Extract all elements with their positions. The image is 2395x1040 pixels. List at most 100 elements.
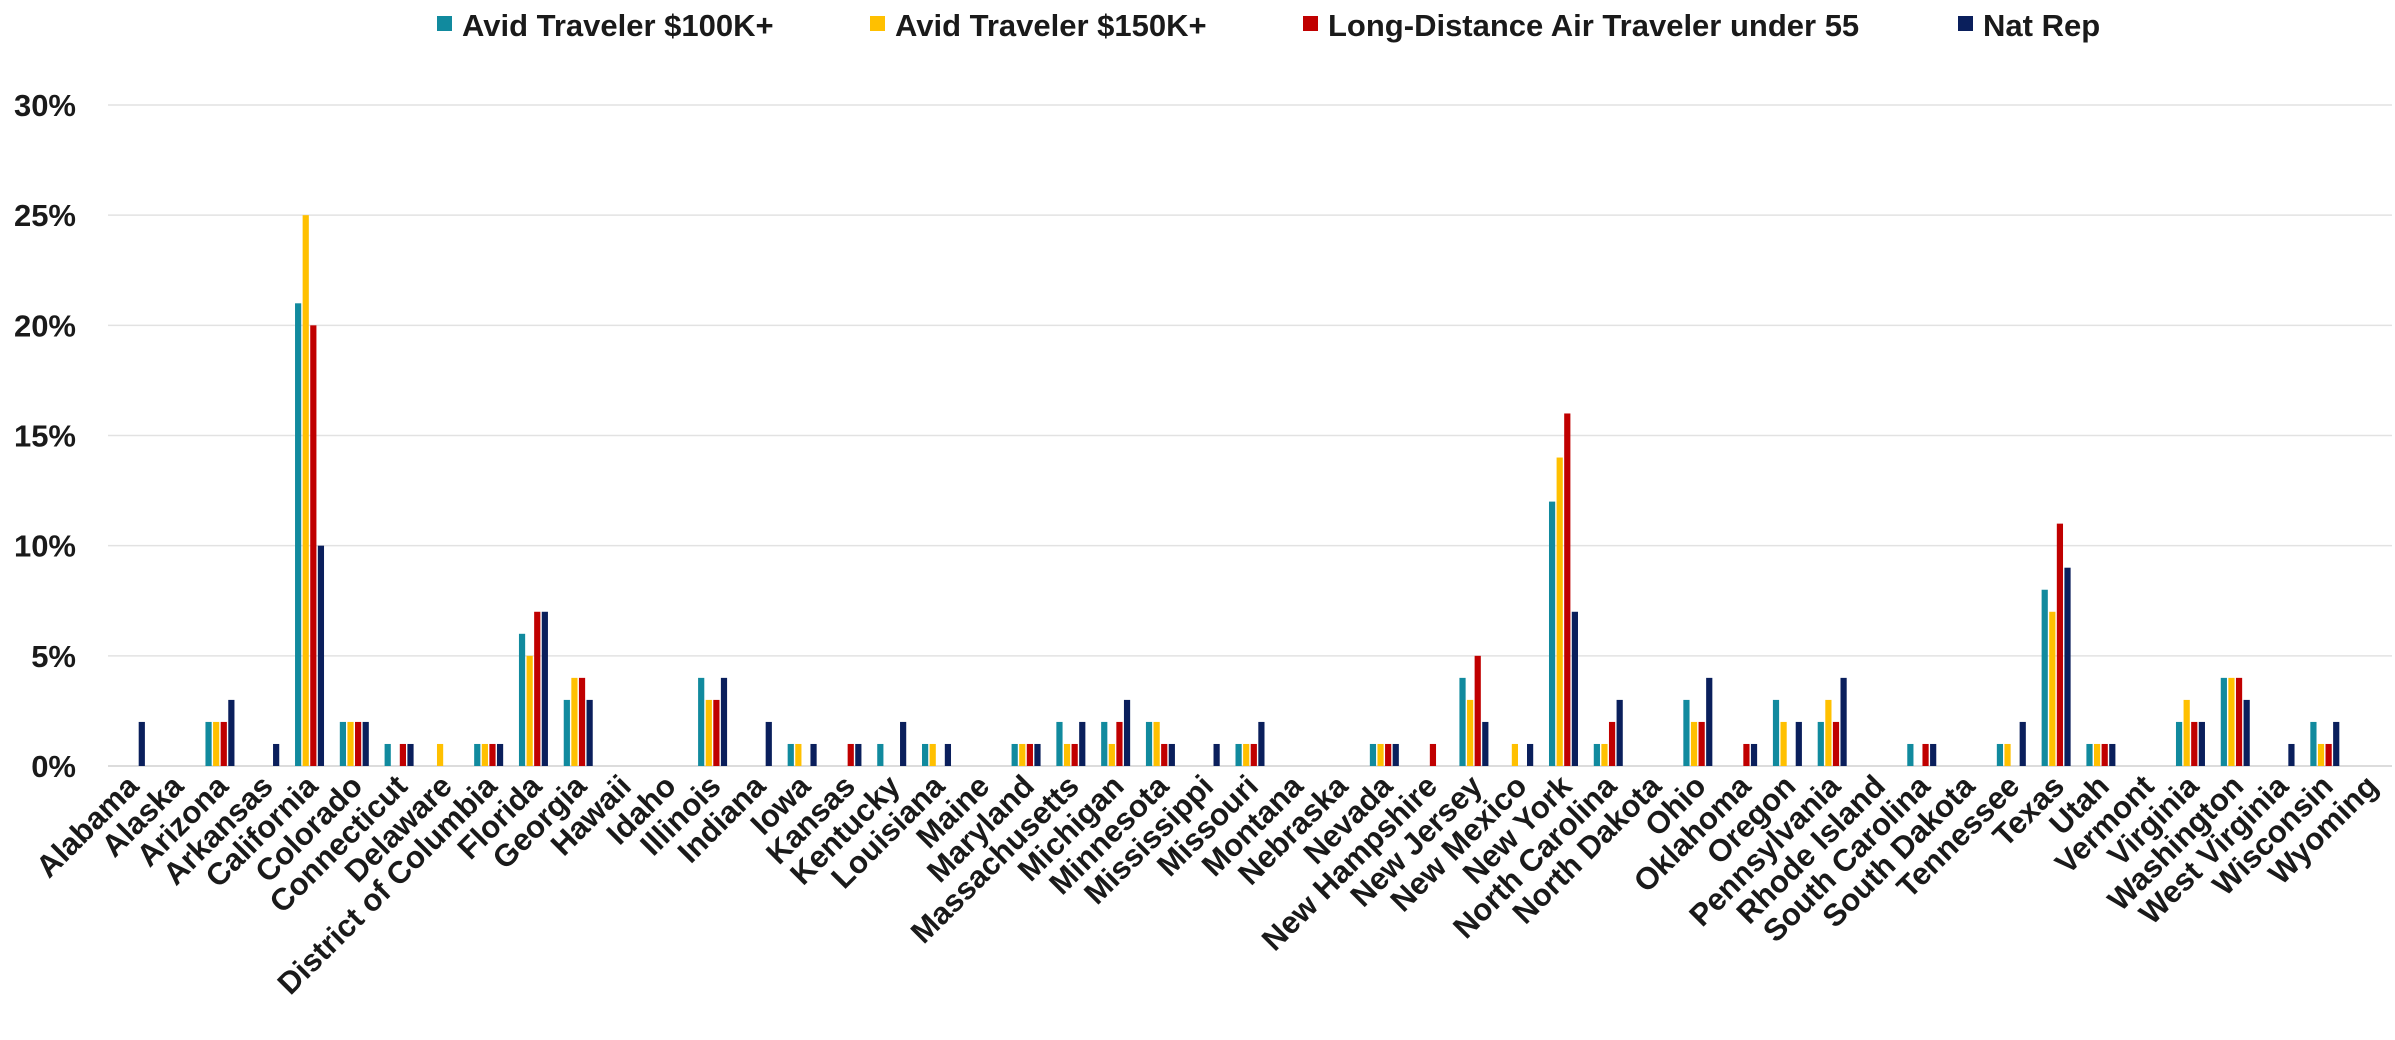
- bar-north-carolina-avid-traveler-100k: [1593, 743, 1600, 766]
- bar-kentucky-avid-traveler-100k: [877, 743, 884, 766]
- bar-new-jersey-avid-traveler-150k: [1467, 699, 1474, 766]
- bar-missouri-nat-rep: [1258, 721, 1265, 766]
- bar-north-carolina-avid-traveler-150k: [1601, 743, 1608, 766]
- bar-indiana-nat-rep: [765, 721, 772, 766]
- bar-iowa-avid-traveler-150k: [795, 743, 802, 766]
- bar-ohio-long-distance-air-traveler-under-55: [1698, 721, 1705, 766]
- bar-new-york-nat-rep: [1571, 611, 1578, 766]
- bar-nevada-long-distance-air-traveler-under-55: [1385, 743, 1392, 766]
- bar-connecticut-nat-rep: [407, 743, 414, 766]
- bar-kansas-long-distance-air-traveler-under-55: [847, 743, 854, 766]
- bar-california-nat-rep: [317, 545, 325, 766]
- series-nat-rep: [138, 545, 2340, 766]
- bar-maryland-avid-traveler-100k: [1011, 743, 1018, 766]
- legend-swatch: [870, 16, 885, 31]
- bar-colorado-avid-traveler-100k: [339, 721, 347, 766]
- bar-georgia-avid-traveler-150k: [571, 677, 578, 766]
- gridlines: [108, 104, 2392, 767]
- y-tick-label: 10%: [14, 529, 76, 564]
- bar-ohio-nat-rep: [1706, 677, 1713, 766]
- bar-new-hampshire-long-distance-air-traveler-under-55: [1429, 743, 1437, 766]
- bar-new-mexico-nat-rep: [1527, 743, 1534, 766]
- bar-utah-avid-traveler-100k: [2086, 743, 2093, 766]
- bar-oklahoma-long-distance-air-traveler-under-55: [1743, 743, 1750, 766]
- bar-kentucky-nat-rep: [900, 721, 907, 766]
- legend-item-avid-traveler-100k: Avid Traveler $100K+: [437, 8, 774, 43]
- bar-michigan-long-distance-air-traveler-under-55: [1116, 721, 1123, 766]
- bar-minnesota-long-distance-air-traveler-under-55: [1161, 743, 1168, 766]
- bar-louisiana-avid-traveler-150k: [929, 743, 936, 766]
- bar-virginia-avid-traveler-150k: [2183, 699, 2190, 766]
- bar-south-carolina-long-distance-air-traveler-under-55: [1922, 743, 1929, 766]
- bar-maryland-long-distance-air-traveler-under-55: [1026, 743, 1033, 766]
- bar-colorado-long-distance-air-traveler-under-55: [355, 721, 362, 766]
- bar-massachusetts-avid-traveler-150k: [1063, 743, 1071, 766]
- bar-california-long-distance-air-traveler-under-55: [310, 325, 317, 766]
- bar-delaware-avid-traveler-150k: [436, 743, 444, 766]
- bar-iowa-avid-traveler-100k: [787, 743, 794, 766]
- bar-michigan-avid-traveler-150k: [1108, 743, 1115, 766]
- bar-massachusetts-avid-traveler-100k: [1056, 721, 1063, 766]
- bar-connecticut-avid-traveler-100k: [384, 743, 391, 766]
- bar-pennsylvania-avid-traveler-100k: [1817, 721, 1824, 766]
- legend-swatch: [437, 16, 452, 31]
- bar-utah-avid-traveler-150k: [2094, 743, 2101, 766]
- bar-wisconsin-long-distance-air-traveler-under-55: [2325, 743, 2332, 766]
- bar-new-jersey-avid-traveler-100k: [1459, 677, 1466, 766]
- legend-item-long-distance-air-traveler-under-55: Long-Distance Air Traveler under 55: [1303, 8, 1859, 43]
- bar-minnesota-nat-rep: [1168, 743, 1175, 766]
- bar-oklahoma-nat-rep: [1750, 743, 1758, 766]
- bar-colorado-avid-traveler-150k: [347, 721, 354, 766]
- bar-mississippi-nat-rep: [1213, 743, 1220, 766]
- bar-new-york-avid-traveler-100k: [1548, 501, 1556, 766]
- bar-utah-nat-rep: [2109, 743, 2116, 766]
- bar-north-carolina-long-distance-air-traveler-under-55: [1608, 721, 1616, 766]
- bar-oregon-avid-traveler-150k: [1780, 721, 1787, 766]
- bar-tennessee-nat-rep: [2019, 721, 2026, 766]
- bar-washington-nat-rep: [2243, 699, 2250, 766]
- bar-wisconsin-avid-traveler-100k: [2310, 721, 2317, 766]
- y-tick-label: 15%: [14, 419, 76, 454]
- bar-wisconsin-avid-traveler-150k: [2317, 743, 2325, 766]
- bar-massachusetts-nat-rep: [1079, 721, 1086, 766]
- bar-colorado-nat-rep: [362, 721, 369, 766]
- bar-illinois-nat-rep: [720, 677, 728, 766]
- bar-illinois-avid-traveler-150k: [705, 699, 712, 766]
- legend-label: Long-Distance Air Traveler under 55: [1328, 8, 1859, 43]
- bar-virginia-avid-traveler-100k: [2175, 721, 2183, 766]
- y-axis: 0% 5% 10% 15% 20% 25% 30%: [14, 88, 76, 784]
- bar-minnesota-avid-traveler-150k: [1153, 721, 1160, 766]
- bar-tennessee-avid-traveler-150k: [2004, 743, 2011, 766]
- bar-virginia-nat-rep: [2198, 721, 2205, 766]
- bar-washington-long-distance-air-traveler-under-55: [2235, 677, 2243, 766]
- series-avid-traveler-100k: [205, 303, 2317, 766]
- bar-minnesota-avid-traveler-100k: [1145, 721, 1153, 766]
- bar-tennessee-avid-traveler-100k: [1996, 743, 2004, 766]
- bar-california-avid-traveler-150k: [302, 215, 309, 766]
- legend-swatch: [1958, 16, 1973, 31]
- bar-new-mexico-avid-traveler-150k: [1511, 743, 1519, 766]
- y-tick-label: 0%: [31, 749, 76, 784]
- bar-louisiana-avid-traveler-100k: [922, 743, 929, 766]
- bar-alabama-nat-rep: [138, 721, 145, 766]
- bar-district-of-columbia-avid-traveler-150k: [481, 743, 488, 766]
- legend-swatch: [1303, 16, 1318, 31]
- bar-louisiana-nat-rep: [944, 743, 952, 766]
- bar-missouri-long-distance-air-traveler-under-55: [1250, 743, 1257, 766]
- bar-nevada-nat-rep: [1392, 743, 1399, 766]
- chart-legend: Avid Traveler $100K+ Avid Traveler $150K+…: [437, 8, 2100, 43]
- bar-michigan-avid-traveler-100k: [1101, 721, 1108, 766]
- bar-iowa-nat-rep: [810, 743, 817, 766]
- bar-virginia-long-distance-air-traveler-under-55: [2191, 721, 2198, 766]
- bar-florida-nat-rep: [541, 611, 548, 766]
- y-tick-label: 30%: [14, 88, 76, 123]
- bar-ohio-avid-traveler-150k: [1690, 721, 1698, 766]
- legend-label: Avid Traveler $150K+: [895, 8, 1207, 43]
- bar-wisconsin-nat-rep: [2333, 721, 2340, 766]
- bar-district-of-columbia-long-distance-air-traveler-under-55: [489, 743, 496, 766]
- bar-south-carolina-nat-rep: [1930, 743, 1937, 766]
- y-tick-label: 25%: [14, 198, 76, 233]
- bar-nevada-avid-traveler-150k: [1377, 743, 1384, 766]
- y-tick-label: 20%: [14, 308, 76, 343]
